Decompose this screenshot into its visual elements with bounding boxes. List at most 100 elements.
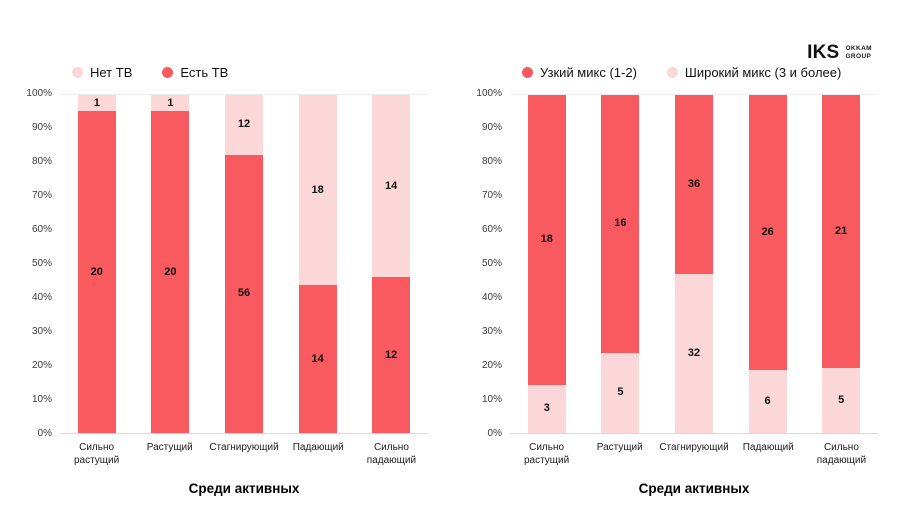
segment-value-label: 12 (385, 348, 398, 361)
y-axis-tick: 70% (481, 190, 502, 201)
segment-value-label: 20 (164, 265, 177, 278)
chart-tv-presence: Нет ТВ Есть ТВ 0% 10% 20% 30% 40% 50% 60% 70% 80%… (0, 62, 450, 496)
segment-value-label: 1 (93, 96, 100, 109)
legend-label: Есть ТВ (180, 64, 229, 80)
category-label: Стагнирующий (209, 442, 279, 453)
stacked-bar: 5 16 (601, 95, 640, 433)
okkam-group-logo: IKS OKKAM GROUP (807, 42, 872, 64)
plot-area: 0% 10% 20% 30% 40% 50% 60% 70% 80% 90% 100% 3 18 5 16… (472, 89, 878, 439)
y-axis-tick: 30% (31, 326, 52, 337)
bar-segment: 16 (601, 95, 640, 353)
legend-label: Узкий микс (1-2) (540, 64, 637, 80)
segment-value-label: 18 (311, 183, 324, 196)
bar-segment: 12 (224, 95, 263, 155)
bar-segment: 18 (527, 95, 566, 385)
chart-mix-width: Узкий микс (1-2) Широкий микс (3 и более)… (450, 62, 900, 496)
segment-value-label: 21 (835, 225, 848, 237)
logo-group-line2: GROUP (845, 53, 872, 60)
y-axis: 0% 10% 20% 30% 40% 50% 60% 70% 80% 90% 100% (472, 89, 510, 439)
bar-column: 14 18 (281, 95, 355, 433)
y-axis-tick: 100% (476, 88, 502, 99)
bar-segment: 36 (674, 95, 713, 274)
category-label: Падающий (742, 442, 794, 453)
legend-label: Широкий микс (3 и более) (684, 64, 842, 80)
legend-label: Нет ТВ (90, 64, 133, 80)
stacked-bar: 6 26 (748, 95, 787, 433)
segment-value-label: 5 (838, 394, 845, 406)
y-axis-tick: 80% (481, 156, 502, 167)
category-label: Стагнирующий (659, 442, 729, 453)
legend-item: Есть ТВ (162, 65, 228, 80)
bar-column: 3 18 (510, 95, 584, 433)
bar-column: 56 12 (207, 95, 281, 433)
logo-iks-text: IKS (807, 42, 840, 63)
charts-row: Нет ТВ Есть ТВ 0% 10% 20% 30% 40% 50% 60% 70% 80%… (0, 62, 900, 496)
category-label: Растущий (146, 442, 193, 453)
y-axis-tick: 10% (481, 394, 502, 405)
y-axis-tick: 20% (481, 360, 502, 371)
logo-group-text: OKKAM GROUP (845, 45, 872, 62)
bar-segment: 12 (372, 277, 411, 433)
legend: Узкий микс (1-2) Широкий микс (3 и более) (522, 62, 878, 82)
y-axis-tick: 50% (481, 258, 502, 269)
y-axis-tick: 20% (31, 360, 52, 371)
legend-dot (72, 66, 83, 78)
category-label: Падающий (292, 442, 344, 453)
y-axis-tick: 60% (481, 224, 502, 235)
segment-value-label: 5 (617, 386, 624, 399)
stacked-bar: 5 21 (822, 95, 861, 433)
y-axis-tick: 0% (487, 428, 502, 439)
segment-value-label: 56 (237, 287, 251, 300)
segment-value-label: 32 (687, 346, 701, 359)
y-axis-tick: 90% (481, 122, 502, 133)
axis-title: Среди активных (188, 481, 300, 496)
stacked-bar: 14 18 (298, 95, 337, 433)
bar-segment: 32 (674, 273, 713, 433)
stacked-bar: 3 18 (527, 95, 566, 433)
x-axis-labels: Сильно растущий Растущий Стагнирующий Падаю… (510, 441, 878, 467)
bar-column: 5 16 (584, 95, 658, 433)
stacked-bar: 12 14 (372, 95, 411, 433)
segment-value-label: 20 (90, 265, 103, 278)
logo-group-line1: OKKAM (845, 44, 872, 52)
bar-segment: 1 (77, 95, 116, 112)
bar-segment: 14 (298, 285, 337, 433)
stacked-bar: 56 12 (224, 95, 263, 433)
bar-segment: 1 (151, 95, 190, 112)
bar-segment: 14 (372, 95, 411, 277)
bar-segment: 5 (822, 368, 861, 433)
y-axis-tick: 70% (31, 190, 52, 201)
y-axis-tick: 80% (31, 156, 52, 167)
bar-segment: 3 (527, 384, 566, 433)
bar-column: 12 14 (354, 95, 428, 433)
bar-column: 32 36 (657, 95, 731, 433)
y-axis-tick: 100% (26, 88, 52, 99)
category-label: Сильно падающий (816, 442, 867, 466)
bar-segment: 20 (77, 111, 116, 433)
legend-item: Узкий микс (1-2) (522, 65, 637, 80)
y-axis-tick: 10% (31, 394, 52, 405)
segment-value-label: 16 (614, 217, 627, 230)
legend-dot (162, 66, 174, 78)
category-label: Сильно падающий (366, 442, 417, 466)
segment-value-label: 14 (311, 352, 324, 365)
bar-column: 6 26 (731, 95, 805, 433)
stacked-bar: 20 1 (151, 95, 190, 433)
axis-title: Среди активных (638, 481, 750, 496)
bar-segment: 18 (298, 95, 337, 286)
y-axis-tick: 40% (481, 292, 502, 303)
bar-column: 5 21 (804, 95, 878, 433)
category-label: Сильно растущий (73, 442, 120, 466)
y-axis-tick: 90% (31, 122, 52, 133)
bar-segment: 5 (601, 352, 640, 433)
bar-segment: 6 (748, 369, 787, 433)
stacked-bar: 32 36 (674, 95, 713, 433)
bar-segment: 26 (748, 95, 787, 370)
segment-value-label: 6 (764, 394, 771, 407)
category-label: Сильно растущий (523, 442, 570, 466)
category-label: Растущий (596, 442, 643, 453)
bar-segment: 21 (822, 95, 861, 368)
y-axis-tick: 30% (481, 326, 502, 337)
bar-segment: 56 (224, 154, 263, 433)
